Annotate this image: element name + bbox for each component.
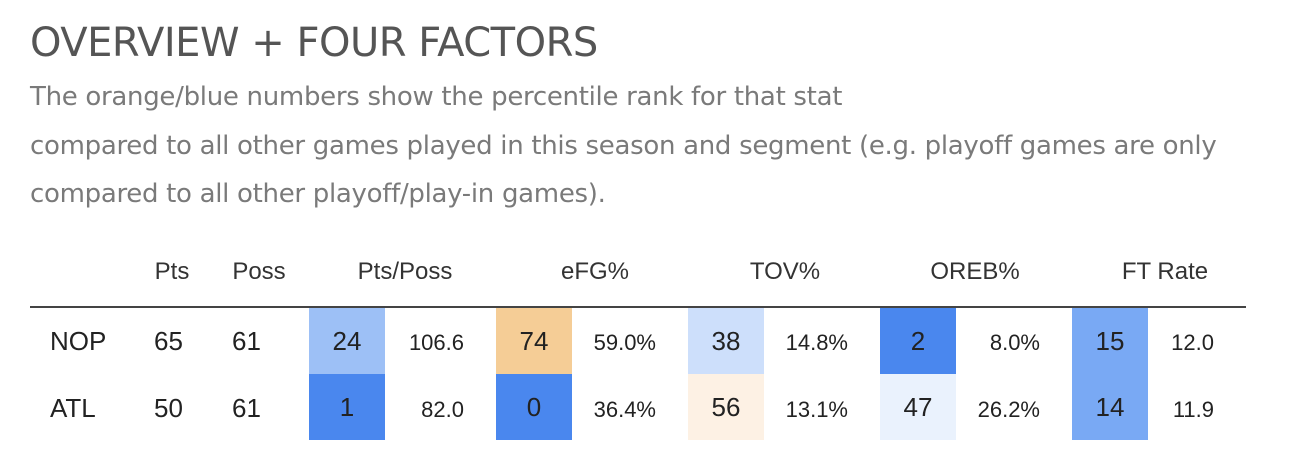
pts-poss-rank-badge: 24	[309, 308, 385, 374]
header-poss: Poss	[232, 258, 286, 285]
oreb-rank-badge: 2	[880, 308, 956, 374]
efg-value: 59.0%	[593, 330, 656, 355]
poss-value: 61	[232, 393, 261, 423]
tov-value: 14.8%	[785, 330, 848, 355]
subtitle-line-3: compared to all other playoff/play-in ga…	[30, 179, 606, 209]
header-pts-poss: Pts/Poss	[357, 258, 453, 285]
pts-poss-value: 106.6	[408, 330, 464, 355]
pts-poss-rank-badge: 1	[309, 374, 385, 440]
efg-value: 36.4%	[593, 397, 656, 422]
header-efg: eFG%	[560, 258, 629, 285]
header-divider	[30, 306, 1246, 308]
pts-value: 50	[154, 393, 183, 423]
subtitle-line-2: compared to all other games played in th…	[30, 131, 1217, 161]
header-pts: Pts	[154, 258, 190, 285]
efg-rank-badge: 0	[496, 374, 572, 440]
efg-rank-badge: 74	[496, 308, 572, 374]
oreb-value: 26.2%	[977, 397, 1040, 422]
pts-poss-value: 82.0	[421, 397, 464, 422]
ft-rate-rank-badge: 15	[1072, 308, 1148, 374]
ft-rate-value: 11.9	[1172, 397, 1214, 422]
oreb-value: 8.0%	[989, 330, 1040, 355]
subtitle-line-1: The orange/blue numbers show the percent…	[30, 82, 843, 112]
team-name: ATL	[50, 393, 96, 423]
tov-rank-badge: 38	[688, 308, 764, 374]
poss-value: 61	[232, 326, 261, 356]
team-name: NOP	[50, 326, 107, 356]
tov-value: 13.1%	[785, 397, 848, 422]
ft-rate-value: 12.0	[1171, 330, 1214, 355]
header-tov: TOV%	[749, 258, 821, 285]
page-title: OVERVIEW + FOUR FACTORS	[30, 20, 598, 66]
oreb-rank-badge: 47	[880, 374, 956, 440]
tov-rank-badge: 56	[688, 374, 764, 440]
header-ft-rate: FT Rate	[1121, 258, 1209, 285]
ft-rate-rank-badge: 14	[1072, 374, 1148, 440]
pts-value: 65	[154, 326, 183, 356]
header-oreb: OREB%	[930, 258, 1020, 285]
